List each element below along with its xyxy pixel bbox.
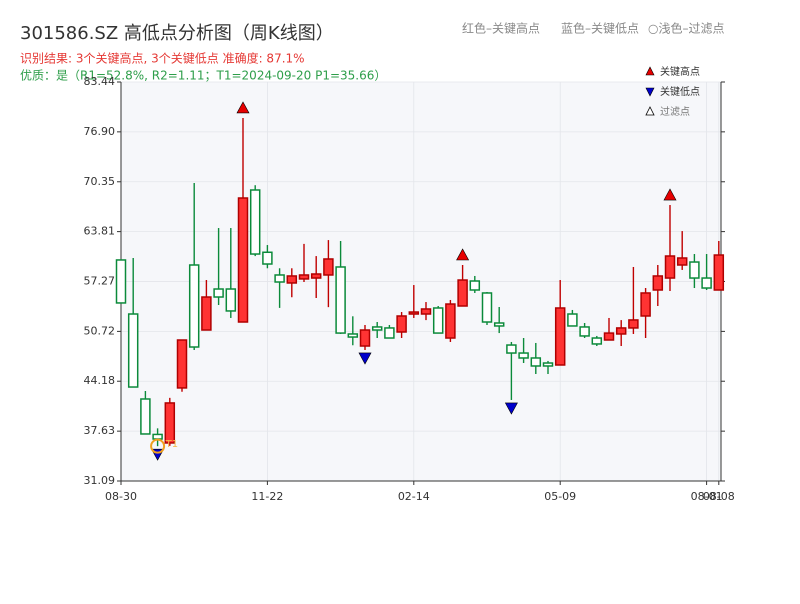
candle-body <box>347 333 359 338</box>
candle-body <box>664 255 676 279</box>
candle-body <box>567 313 578 327</box>
candle-body <box>335 266 346 334</box>
y-tick-label: 44.18 <box>84 374 116 387</box>
y-tick-label: 76.90 <box>84 125 116 138</box>
legend-label: 关键高点 <box>660 65 700 78</box>
candle-body <box>310 273 322 279</box>
key-low-marker <box>358 352 372 365</box>
candle-body <box>652 275 664 291</box>
quality-note: 优质：是（R1=52.8%, R2=1.11；T1=2024-09-20 P1=… <box>20 69 386 83</box>
candle-body <box>518 352 529 359</box>
candle-body <box>701 277 712 289</box>
legend-label: 关键低点 <box>660 85 700 98</box>
candle-body <box>457 279 468 307</box>
candle-body <box>493 322 505 327</box>
candle-body <box>469 280 481 291</box>
candle-body <box>420 308 432 315</box>
candle-body <box>152 433 163 440</box>
candle-body <box>359 329 371 347</box>
candle-body <box>237 197 249 323</box>
y-tick-label: 63.81 <box>84 225 116 238</box>
candle-body <box>225 288 237 312</box>
annotation-circle <box>150 438 166 454</box>
x-tick-label: 08-01 <box>691 490 723 503</box>
candle-body <box>371 326 383 331</box>
chart-title: 301586.SZ 高低点分析图（周K线图） <box>20 23 334 44</box>
candle-body <box>323 258 334 276</box>
legend-marker <box>645 87 655 97</box>
y-tick-label: 37.63 <box>84 424 116 437</box>
candle-body <box>628 319 639 329</box>
candle-body <box>201 296 212 331</box>
legend-top: 蓝色–关键低点 <box>561 22 639 36</box>
key-high-marker <box>663 188 677 201</box>
y-tick-label: 31.09 <box>84 474 116 487</box>
candle-body <box>140 398 151 435</box>
y-tick-label: 50.72 <box>84 324 116 337</box>
y-tick-label: 70.35 <box>84 175 116 188</box>
candle-body <box>530 357 542 367</box>
x-tick-label: 02-14 <box>398 490 430 503</box>
candle-body <box>213 288 224 298</box>
legend-marker <box>645 106 655 116</box>
candle-body <box>408 311 420 315</box>
candle-body <box>506 344 517 354</box>
candle-body <box>298 274 310 280</box>
candle-body <box>274 274 285 283</box>
candle-body <box>432 307 444 334</box>
candle-body <box>164 402 176 444</box>
candle-body <box>286 275 298 284</box>
candle-body <box>127 313 139 388</box>
candle-body <box>554 307 566 366</box>
candle-body <box>542 362 554 367</box>
legend-top: 红色–关键高点 <box>462 21 540 36</box>
candle-body <box>262 251 273 265</box>
candle-body <box>396 315 407 333</box>
candle-body <box>713 254 725 291</box>
candle-body <box>249 189 261 255</box>
candle-body <box>384 327 395 339</box>
candle-body <box>615 327 627 335</box>
key-low-marker <box>504 402 518 415</box>
key-high-marker <box>236 101 250 114</box>
candle-body <box>176 339 188 389</box>
candle-body <box>591 337 603 345</box>
y-tick-label: 57.27 <box>84 274 116 287</box>
candle-body <box>445 303 456 339</box>
x-tick-label: 08-08 <box>703 490 735 503</box>
candle-body <box>481 292 493 323</box>
legend-top: ○浅色–过滤点 <box>648 22 724 36</box>
candle-body <box>188 264 200 348</box>
candle-body <box>689 261 700 279</box>
x-tick-label: 11-22 <box>251 490 283 503</box>
candle-body <box>603 332 615 341</box>
candle-body <box>676 257 688 266</box>
legend: 关键高点 关键低点 过滤点 <box>645 65 700 118</box>
subtitle: 识别结果: 3个关键高点, 3个关键低点 准确度: 87.1% <box>20 51 305 66</box>
legend-label: 过滤点 <box>660 105 690 118</box>
legend-marker <box>645 66 655 76</box>
candle-body <box>115 259 127 304</box>
y-tick-label: 83.44 <box>84 75 116 88</box>
candle-body <box>640 292 651 317</box>
candle-body <box>579 326 590 337</box>
x-tick-label: 08-30 <box>105 490 137 503</box>
x-tick-label: 05-09 <box>544 490 576 503</box>
annotation: T1 <box>165 439 178 450</box>
key-high-marker <box>456 248 470 261</box>
